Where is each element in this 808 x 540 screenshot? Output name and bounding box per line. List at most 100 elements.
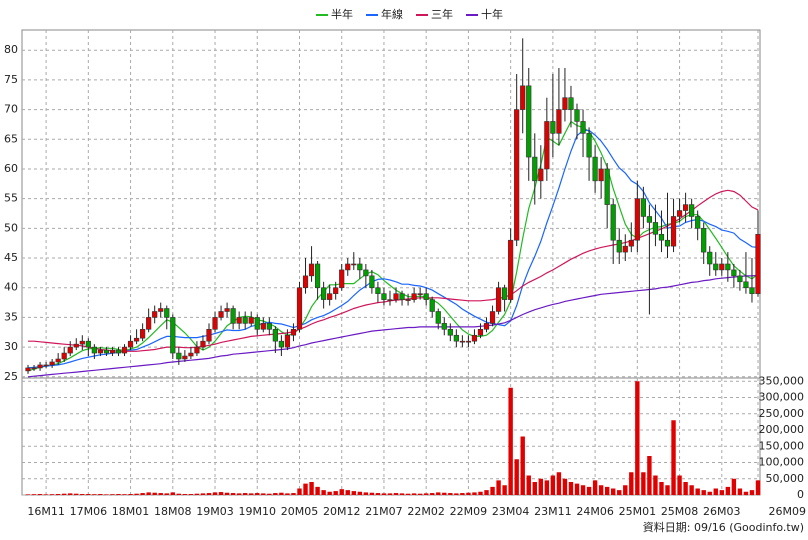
- candle-body: [713, 263, 719, 271]
- volume-bar: [339, 489, 344, 495]
- candle-body: [544, 121, 550, 170]
- candle-body: [369, 275, 375, 289]
- volume-bar: [55, 494, 61, 495]
- volume-bar: [448, 493, 453, 495]
- candle-body: [152, 311, 158, 318]
- candle-body: [284, 334, 291, 348]
- volume-bar: [411, 493, 417, 495]
- x-tick-label: 26M09: [769, 505, 807, 518]
- candle-body: [140, 329, 146, 339]
- volume-bar: [345, 490, 350, 495]
- y-tick-label: 35: [4, 310, 18, 323]
- volume-bar: [49, 494, 55, 495]
- candle-body: [689, 204, 695, 217]
- x-tick-label: 23M04: [492, 505, 530, 518]
- candle-body: [339, 269, 345, 289]
- candle-body: [616, 239, 622, 253]
- volume-bar: [194, 493, 200, 495]
- volume-bar: [152, 492, 157, 495]
- y2-tick-label: 250,000: [759, 407, 805, 420]
- candle-body: [254, 317, 260, 330]
- volume-bar: [556, 472, 562, 495]
- volume-bar: [671, 420, 676, 495]
- x-tick-label: 19M10: [239, 505, 277, 518]
- volume-bar: [381, 493, 387, 495]
- candle-body: [296, 287, 303, 330]
- candle-body: [664, 239, 671, 247]
- volume-bar: [146, 492, 151, 495]
- volume-bar: [25, 494, 31, 495]
- candle-body: [55, 358, 61, 363]
- volume-bar: [393, 493, 399, 495]
- volume-bar: [629, 472, 634, 495]
- candle-body: [206, 329, 212, 342]
- candle-body: [37, 364, 43, 369]
- candle-body: [701, 228, 707, 253]
- candle-body: [266, 323, 272, 330]
- volume-bar: [176, 493, 182, 495]
- candle-body: [121, 346, 128, 354]
- candle-body: [749, 287, 755, 294]
- volume-bar: [224, 492, 230, 495]
- candle-body: [526, 85, 532, 158]
- candle-body: [212, 317, 218, 330]
- candle-body: [146, 317, 152, 330]
- candle-body: [652, 222, 659, 235]
- y-tick-label: 80: [4, 43, 18, 56]
- volume-bar: [743, 491, 749, 495]
- candle-body: [459, 340, 465, 343]
- volume-bar: [647, 456, 652, 495]
- candle-body: [61, 352, 67, 360]
- volume-bar: [641, 472, 646, 495]
- x-tick-label: 23M11: [534, 505, 572, 518]
- volume-bar: [116, 494, 121, 495]
- volume-bar: [140, 493, 145, 495]
- volume-bar: [550, 475, 556, 495]
- y2-tick-label: 350,000: [759, 374, 805, 387]
- volume-bar: [749, 490, 755, 495]
- candle-body: [224, 308, 230, 312]
- candle-body: [556, 109, 562, 134]
- candle-body: [43, 364, 49, 367]
- candle-body: [302, 275, 309, 289]
- candle-body: [127, 340, 134, 348]
- candle-body: [327, 293, 333, 300]
- y-tick-label: 60: [4, 162, 18, 175]
- candle-body: [31, 367, 37, 370]
- volume-bar: [737, 488, 743, 495]
- volume-bar: [598, 485, 604, 495]
- candle-body: [598, 168, 604, 182]
- volume-bar: [273, 493, 278, 495]
- volume-bar: [31, 494, 37, 495]
- volume-bar: [538, 478, 544, 495]
- volume-bar: [755, 480, 761, 495]
- candle-body: [683, 204, 689, 211]
- candle-body: [604, 168, 610, 205]
- volume-bar: [611, 488, 616, 495]
- volume-bar: [74, 493, 79, 495]
- volume-bar: [417, 493, 423, 495]
- volume-bar: [496, 480, 501, 495]
- y-tick-label: 65: [4, 132, 18, 145]
- volume-bar: [586, 486, 592, 495]
- volume-bar: [158, 493, 163, 495]
- volume-bar: [436, 492, 441, 495]
- candle-body: [103, 349, 110, 354]
- volume-bar: [617, 490, 622, 495]
- volume-bar: [490, 486, 495, 495]
- candle-body: [610, 204, 616, 241]
- volume-bar: [110, 494, 115, 495]
- candle-body: [670, 216, 677, 247]
- volume-bar: [719, 490, 725, 495]
- volume-bar: [478, 491, 483, 495]
- candle-body: [574, 109, 580, 122]
- y-tick-label: 40: [4, 281, 18, 294]
- candle-body: [158, 308, 164, 312]
- x-tick-label: 16M11: [27, 505, 65, 518]
- candle-body: [85, 340, 91, 348]
- volume-bar: [267, 493, 272, 495]
- candle-body: [357, 263, 363, 271]
- candle-body: [719, 263, 725, 271]
- volume-bar: [249, 493, 254, 495]
- volume-bar: [98, 494, 103, 495]
